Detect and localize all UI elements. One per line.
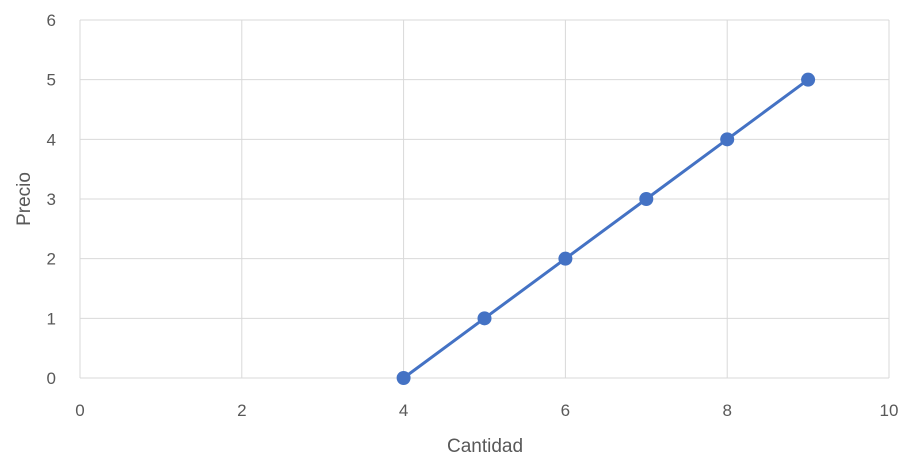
y-tick-label: 4 <box>47 130 56 149</box>
data-point <box>720 132 735 147</box>
series-layer <box>396 72 816 385</box>
data-point <box>477 311 492 326</box>
tick-layer: 0 2 4 6 8 10 0 1 2 3 4 5 6 <box>47 11 899 420</box>
data-point <box>639 192 654 206</box>
y-tick-label: 1 <box>47 309 56 328</box>
y-tick-label: 2 <box>47 250 56 269</box>
y-tick-label: 6 <box>47 11 56 30</box>
x-tick-label: 2 <box>237 401 246 420</box>
series-line <box>402 78 809 380</box>
y-axis-title: Precio <box>14 172 35 226</box>
x-tick-label: 0 <box>75 401 84 420</box>
x-tick-label: 4 <box>399 401 408 420</box>
x-tick-label: 8 <box>722 401 731 420</box>
x-tick-label: 10 <box>880 401 899 420</box>
data-point <box>396 371 411 385</box>
x-tick-label: 6 <box>561 401 570 420</box>
y-tick-label: 3 <box>47 190 56 209</box>
data-point <box>558 251 573 266</box>
y-tick-label: 5 <box>47 71 56 90</box>
x-axis-title: Cantidad <box>447 436 523 457</box>
data-point <box>801 72 816 87</box>
grid-layer <box>79 19 890 379</box>
y-tick-label: 0 <box>47 369 56 388</box>
